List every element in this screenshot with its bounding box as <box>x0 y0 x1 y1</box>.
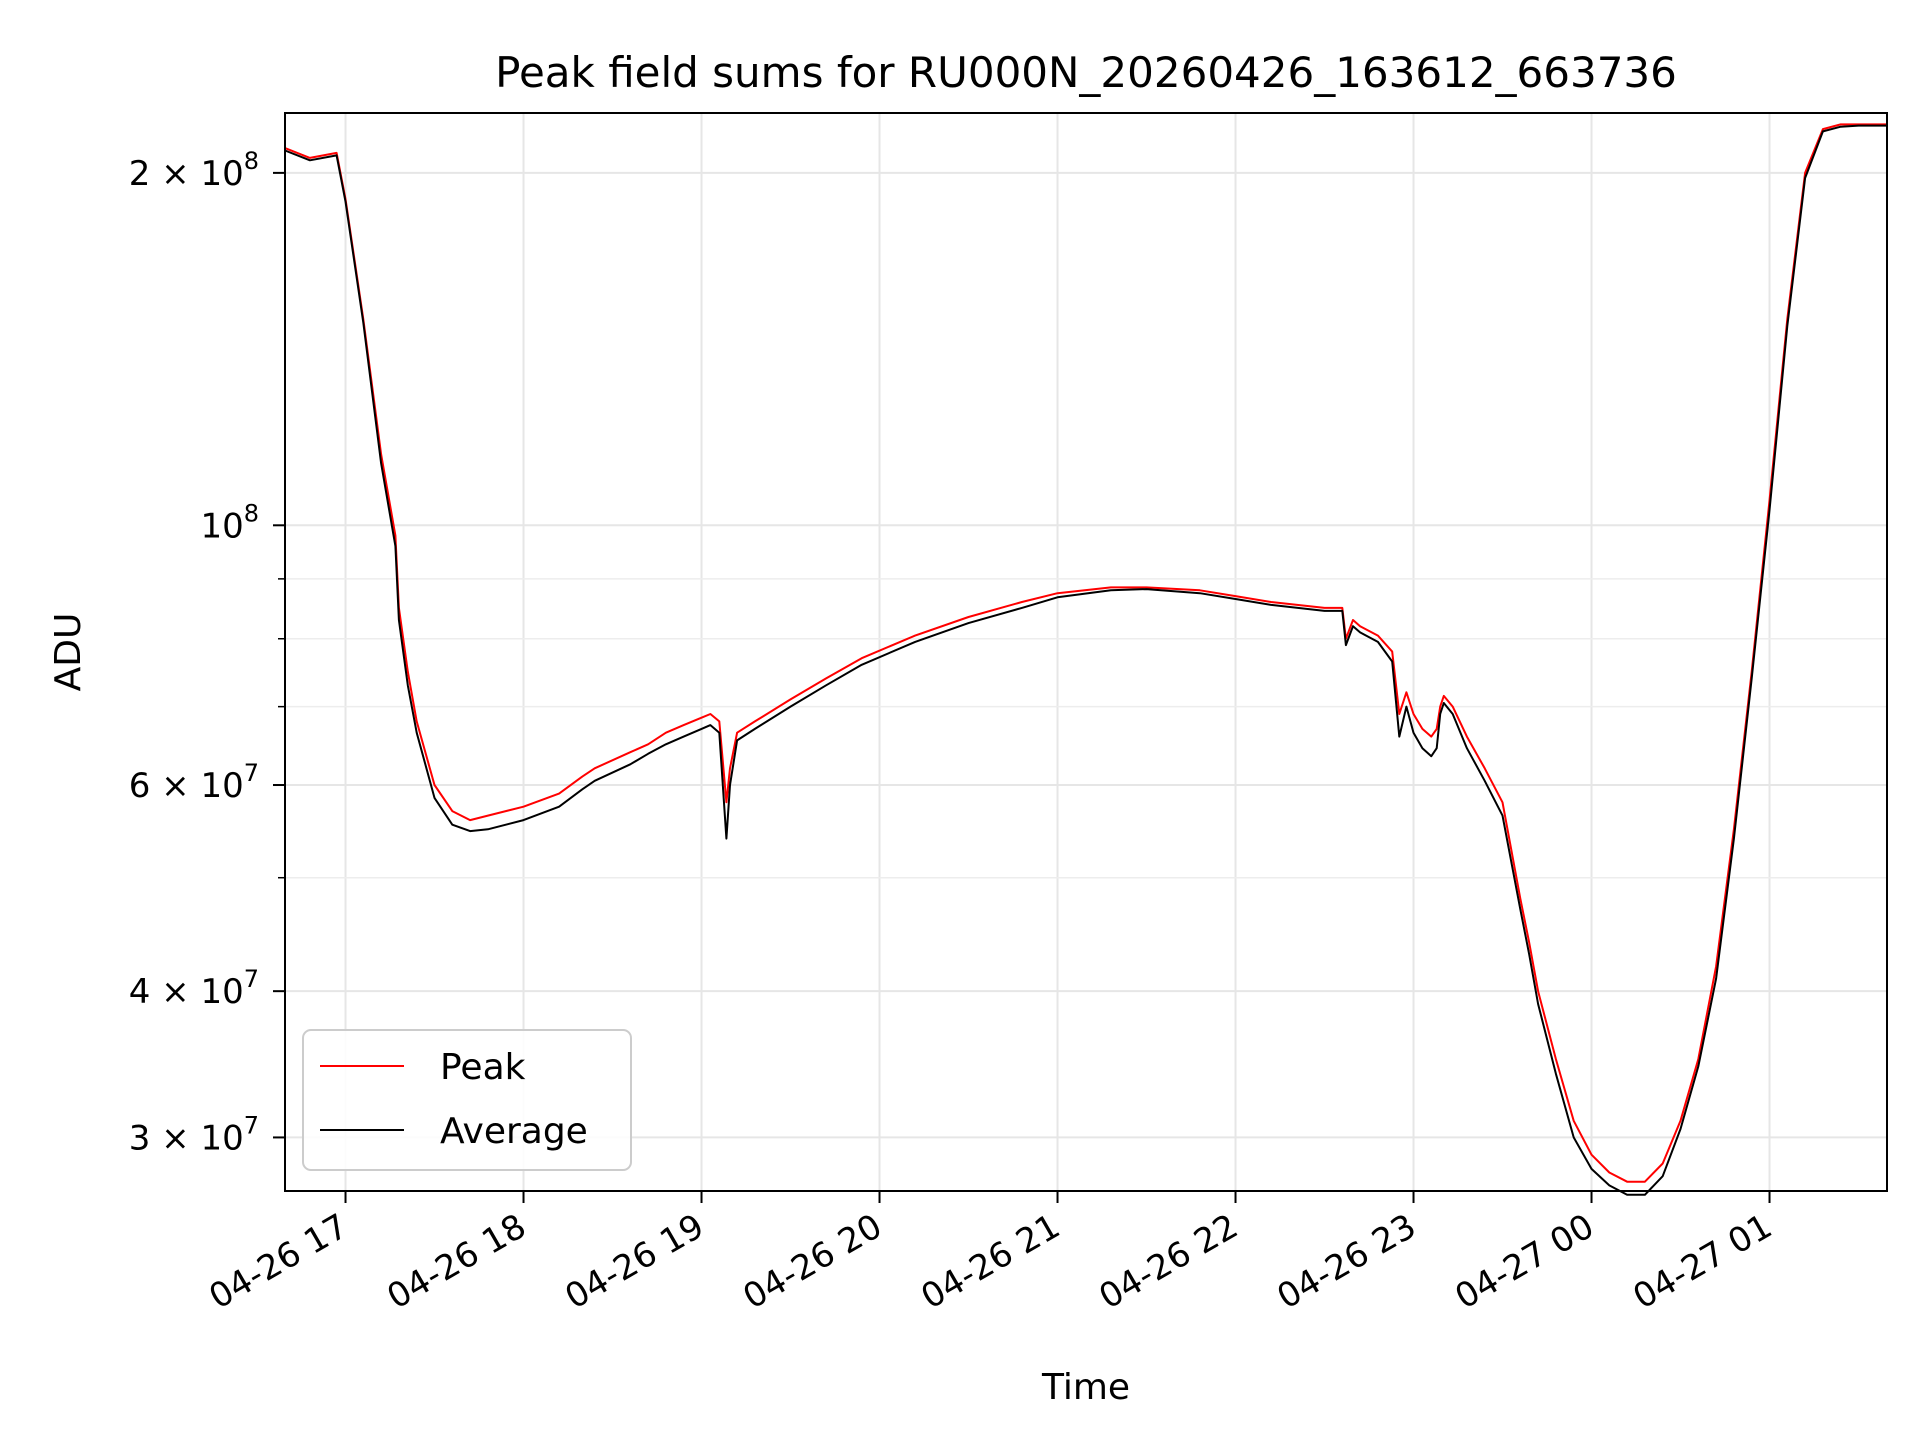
y-tick-label: 4 × 107 <box>129 965 259 1012</box>
y-tick-label: 108 <box>200 499 259 546</box>
y-tick-label: 2 × 108 <box>129 147 259 194</box>
y-tick-label: 3 × 107 <box>129 1111 259 1158</box>
series-line-average <box>284 124 1887 1196</box>
x-axis-label: Time <box>1041 1367 1130 1408</box>
legend: Peak Average <box>302 1029 632 1171</box>
chart-title: Peak field sums for RU000N_20260426_1636… <box>495 48 1677 97</box>
series-layer <box>284 123 1887 1196</box>
plot-frame <box>284 112 1888 1192</box>
series-line-peak <box>284 123 1887 1183</box>
y-axis-label: ADU <box>48 613 89 692</box>
y-tick-label: 6 × 107 <box>129 759 259 806</box>
legend-label-peak: Peak <box>440 1047 526 1088</box>
grid-lines <box>285 113 1887 1191</box>
legend-label-average: Average <box>440 1111 588 1152</box>
